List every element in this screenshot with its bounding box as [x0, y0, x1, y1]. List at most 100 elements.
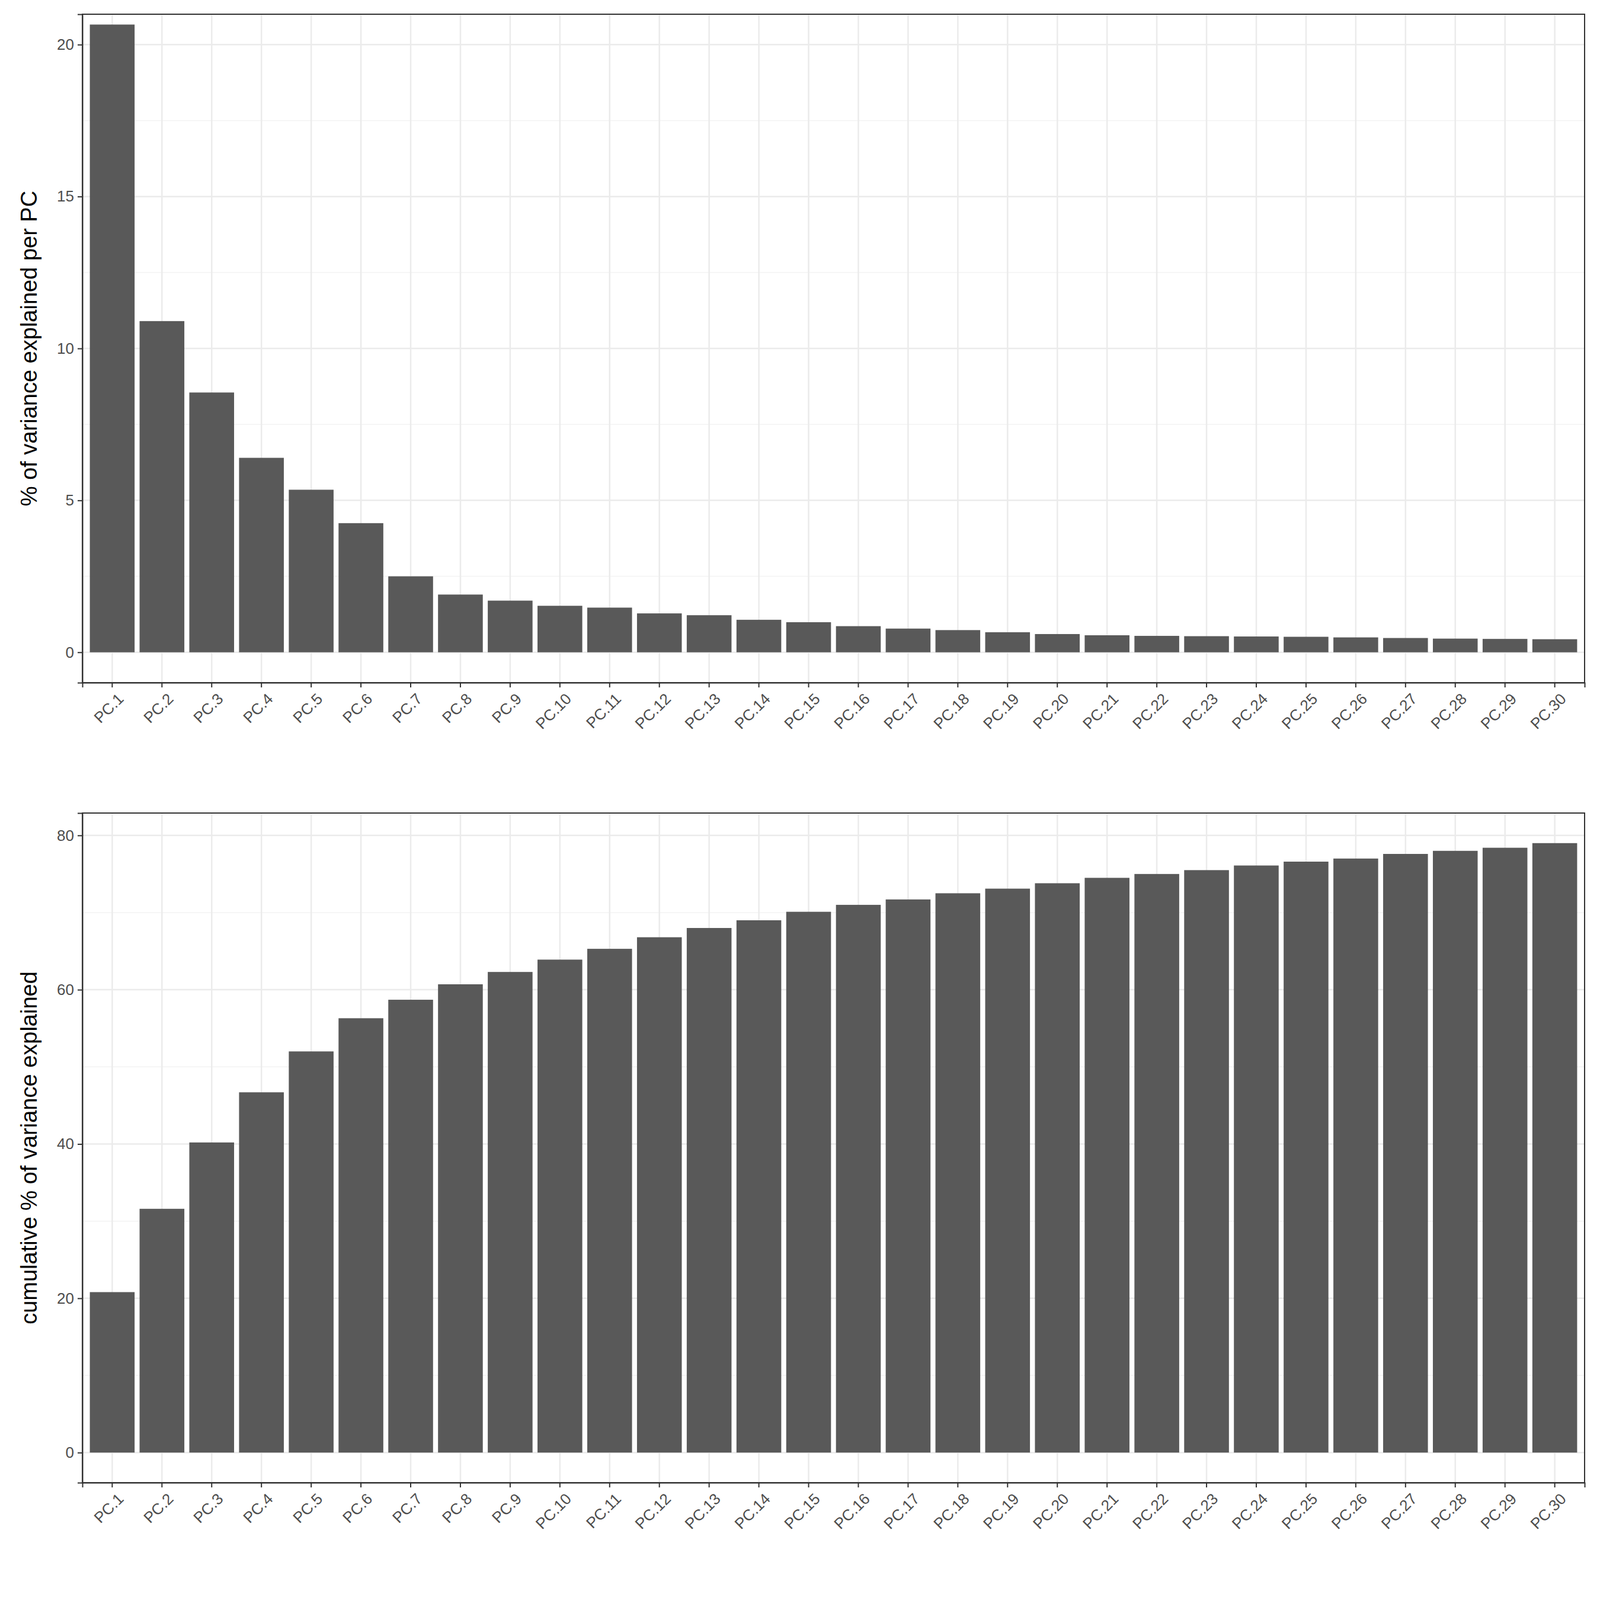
bar: [1333, 637, 1379, 653]
tick: PC.9: [488, 682, 526, 727]
tick-mark: [77, 44, 83, 46]
tick-mark: [907, 1482, 909, 1488]
bar: [1532, 639, 1578, 653]
tick-label: 20: [56, 1289, 75, 1308]
tick: PC.14: [730, 1482, 774, 1533]
tick-mark: [1205, 682, 1208, 688]
grid-line: [757, 14, 760, 683]
panel-border: [82, 813, 1585, 1483]
tick-mark: [758, 682, 760, 688]
panel-border: [82, 14, 1585, 683]
tick-label: PC.28: [1427, 1489, 1471, 1533]
tick-label: PC.22: [1128, 689, 1172, 733]
tick-label: PC.25: [1278, 1489, 1321, 1533]
tick-mark: [459, 682, 462, 688]
grid: [82, 813, 1585, 1483]
tick-label: PC.13: [681, 689, 725, 733]
tick-mark: [559, 682, 561, 688]
tick-label: PC.17: [880, 1489, 923, 1533]
grid-line: [559, 14, 562, 683]
tick-label: PC.9: [488, 1489, 526, 1527]
tick: PC.18: [929, 682, 973, 733]
tick: PC.4: [239, 1482, 277, 1527]
tick-mark: [210, 1482, 213, 1488]
tick-mark: [957, 682, 959, 688]
tick-mark: [509, 1482, 511, 1488]
bar: [637, 937, 683, 1454]
tick-label: 15: [56, 187, 75, 206]
tick-label: PC.23: [1178, 689, 1222, 733]
tick: PC.23: [1178, 1482, 1222, 1533]
tick-mark: [857, 682, 859, 688]
grid-line: [1006, 14, 1009, 683]
tick-mark: [658, 682, 661, 688]
grid-line: [82, 195, 1585, 198]
tick-label: PC.7: [388, 1489, 426, 1527]
tick-label: PC.10: [532, 1489, 575, 1533]
tick-label: PC.23: [1178, 1489, 1222, 1533]
tick-mark: [1454, 1482, 1456, 1488]
grid-line: [1156, 14, 1158, 683]
tick-mark: [957, 1482, 959, 1488]
tick-mark: [410, 1482, 412, 1488]
tick: PC.24: [1228, 682, 1272, 733]
tick: PC.7: [388, 682, 426, 727]
tick: PC.16: [830, 682, 873, 733]
axis-title: cumulative % of variance explained: [16, 971, 42, 1325]
tick-label: 0: [65, 643, 75, 662]
tick-label: PC.4: [239, 1489, 277, 1527]
bar: [1084, 877, 1130, 1453]
tick: PC.29: [1477, 1482, 1520, 1533]
bar: [885, 899, 931, 1453]
tick: 5: [65, 491, 83, 510]
tick-label: PC.19: [979, 689, 1023, 733]
tick-mark: [260, 1482, 262, 1488]
tick-mark: [808, 682, 810, 688]
tick: PC.25: [1278, 1482, 1321, 1533]
axis-line: [82, 683, 1586, 688]
tick: PC.13: [681, 1482, 725, 1533]
bar: [686, 615, 732, 653]
tick-label: PC.15: [780, 1489, 824, 1533]
tick-label: PC.2: [139, 689, 177, 727]
minor-grid-line: [82, 272, 1585, 274]
tick-label: PC.22: [1128, 1489, 1172, 1533]
bar: [1134, 635, 1180, 653]
axis-line: [82, 1483, 1586, 1488]
tick: PC.25: [1278, 682, 1321, 733]
grid-line: [1355, 14, 1358, 683]
bar: [1034, 882, 1080, 1453]
tick: PC.15: [780, 682, 824, 733]
panel-background: [82, 813, 1585, 1483]
bar: [1532, 843, 1578, 1453]
bar: [338, 1018, 384, 1453]
tick-label: PC.9: [488, 689, 526, 727]
tick-label: PC.16: [830, 1489, 873, 1533]
grid-line: [1106, 14, 1109, 683]
tick: PC.4: [239, 682, 277, 727]
panel-background: [82, 14, 1585, 683]
tick: PC.2: [139, 1482, 177, 1527]
tick-label: 80: [56, 826, 75, 845]
tick-label: PC.6: [338, 689, 376, 727]
minor-grid-line: [82, 120, 1585, 122]
bar: [139, 1208, 185, 1453]
tick: PC.19: [979, 682, 1023, 733]
tick-label: PC.13: [681, 1489, 725, 1533]
grid-line: [1305, 14, 1308, 683]
axis-line: [77, 813, 83, 1484]
grid: [82, 14, 1585, 683]
axis-title: % of variance explained per PC: [16, 190, 42, 507]
tick-label: PC.24: [1228, 1489, 1272, 1533]
tick-mark: [609, 1482, 611, 1488]
tick-label: 10: [56, 339, 75, 358]
tick: PC.24: [1228, 1482, 1272, 1533]
tick: PC.6: [338, 682, 376, 727]
tick: 20: [56, 1289, 83, 1308]
tick-mark: [111, 682, 113, 688]
bars: [90, 24, 1578, 652]
tick-label: 60: [56, 980, 75, 999]
tick-label: PC.29: [1477, 689, 1520, 733]
grid-line: [459, 14, 462, 683]
tick: PC.28: [1427, 1482, 1471, 1533]
